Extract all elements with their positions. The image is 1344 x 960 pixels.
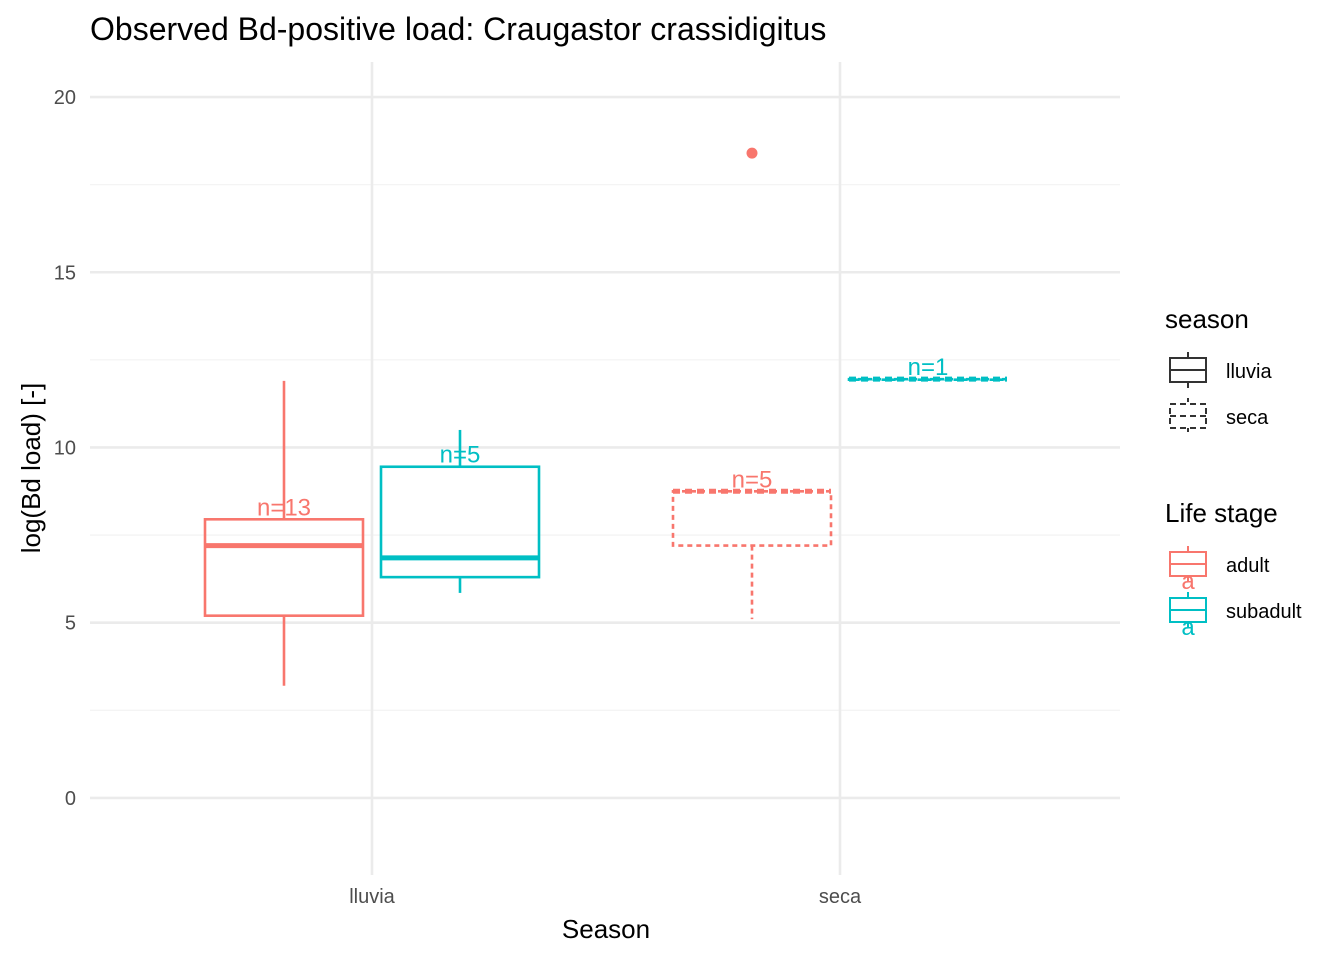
box-plot-layer	[203, 147, 1009, 686]
legend-key-subadult-glyph: a	[1181, 614, 1195, 641]
grid	[90, 62, 1120, 875]
legend-label-subadult: subadult	[1226, 601, 1302, 623]
legend-label-adult: adult	[1226, 555, 1270, 577]
n-label: n=5	[732, 466, 773, 493]
n-label: n=5	[440, 442, 481, 469]
legend-key-seca	[1169, 398, 1207, 434]
legend-key-subadult: a	[1169, 592, 1207, 641]
y-tick-label: 20	[54, 87, 76, 109]
outlier-point	[746, 147, 758, 159]
box-subadult-lluvia	[379, 429, 541, 593]
n-label: n=13	[257, 494, 311, 521]
legend-key-lluvia	[1169, 352, 1207, 388]
box-iqr	[203, 518, 365, 617]
y-tick-label: 10	[54, 437, 76, 459]
legend-life-stage: Life stage a adult a subadult	[1165, 498, 1302, 641]
legend-label-seca: seca	[1226, 407, 1269, 429]
legend-key-adult: a	[1169, 546, 1207, 595]
legend-season: season lluvia seca	[1165, 304, 1272, 434]
n-label: n=1	[908, 354, 949, 381]
x-tick-label: seca	[819, 886, 862, 908]
x-tick-label: lluvia	[349, 886, 395, 908]
legend-key-adult-glyph: a	[1181, 568, 1195, 595]
y-axis-title: log(Bd load) [-]	[16, 383, 46, 554]
x-axis-title: Season	[562, 914, 650, 944]
legend-label-lluvia: lluvia	[1226, 361, 1272, 383]
y-tick-label: 15	[54, 262, 76, 284]
legend-season-title: season	[1165, 304, 1249, 334]
n-labels: n=13 n=5 n=5 n=1	[257, 354, 948, 521]
axis-ticks: 0 5 10 15 20 lluvia seca	[54, 87, 862, 908]
box-iqr	[379, 465, 541, 579]
y-tick-label: 5	[65, 613, 76, 635]
box-adult-lluvia	[203, 380, 365, 686]
box-subadult-seca	[847, 376, 1009, 382]
y-tick-label: 0	[65, 788, 76, 810]
legend-life-stage-title: Life stage	[1165, 498, 1278, 528]
chart-title: Observed Bd-positive load: Craugastor cr…	[90, 11, 826, 47]
box-adult-seca	[671, 147, 833, 620]
box-iqr	[671, 489, 833, 547]
